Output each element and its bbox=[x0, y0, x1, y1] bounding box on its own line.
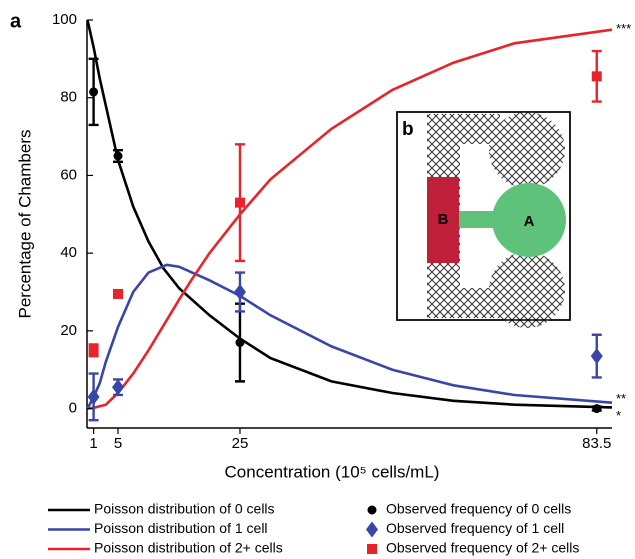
inset-border bbox=[396, 111, 571, 321]
chamber-a bbox=[492, 183, 566, 257]
legend-marker bbox=[367, 505, 377, 515]
inset-diagram: b B A bbox=[396, 111, 571, 328]
point bbox=[87, 388, 100, 405]
y-tick-label: 100 bbox=[52, 11, 77, 28]
y-tick-label: 60 bbox=[60, 166, 77, 183]
point bbox=[113, 151, 123, 161]
point bbox=[592, 404, 602, 414]
point bbox=[89, 87, 99, 97]
legend-marker bbox=[366, 521, 378, 538]
point bbox=[590, 348, 603, 365]
x-tick-label: 5 bbox=[114, 435, 122, 452]
legend-label: Poisson distribution of 0 cells bbox=[94, 501, 275, 517]
chamber-b bbox=[427, 177, 459, 263]
x-axis-label: Concentration (10⁵ cells/mL) bbox=[225, 462, 440, 481]
legend-label: Observed frequency of 2+ cells bbox=[386, 540, 579, 556]
point bbox=[234, 197, 245, 208]
panel-label: a bbox=[10, 10, 22, 32]
y-tick-label: 0 bbox=[69, 400, 77, 417]
y-tick-label: 20 bbox=[60, 322, 77, 339]
curve bbox=[86, 19, 613, 409]
chamber-b-label: B bbox=[438, 211, 449, 228]
point bbox=[112, 288, 123, 299]
significance: *** bbox=[616, 21, 631, 36]
inset-label: b bbox=[402, 119, 414, 140]
curve bbox=[87, 28, 613, 410]
y-tick-label: 80 bbox=[60, 89, 77, 106]
x-tick-label: 25 bbox=[232, 435, 249, 452]
chamber-a-label: A bbox=[524, 213, 535, 230]
point bbox=[591, 71, 602, 82]
x-tick-label: 83.5 bbox=[582, 435, 611, 452]
point bbox=[111, 379, 124, 396]
point bbox=[233, 284, 246, 300]
y-tick-label: 40 bbox=[60, 244, 77, 261]
legend-label: Observed frequency of 0 cells bbox=[386, 501, 571, 517]
inset-chamber bbox=[489, 252, 565, 328]
inset-label-bg bbox=[398, 113, 426, 143]
significance: * bbox=[616, 408, 621, 423]
inset-chamber bbox=[489, 112, 565, 188]
point bbox=[88, 345, 99, 356]
x-tick-label: 1 bbox=[89, 435, 97, 452]
legend-label: Poisson distribution of 2+ cells bbox=[94, 540, 283, 556]
curve bbox=[86, 263, 613, 410]
significance: ** bbox=[616, 391, 626, 406]
point bbox=[235, 338, 245, 348]
y-axis-label: Percentage of Chambers bbox=[15, 130, 34, 319]
legend-marker bbox=[367, 544, 377, 554]
legend-label: Poisson distribution of 1 cell bbox=[94, 520, 268, 536]
legend-label: Observed frequency of 1 cell bbox=[386, 520, 564, 536]
